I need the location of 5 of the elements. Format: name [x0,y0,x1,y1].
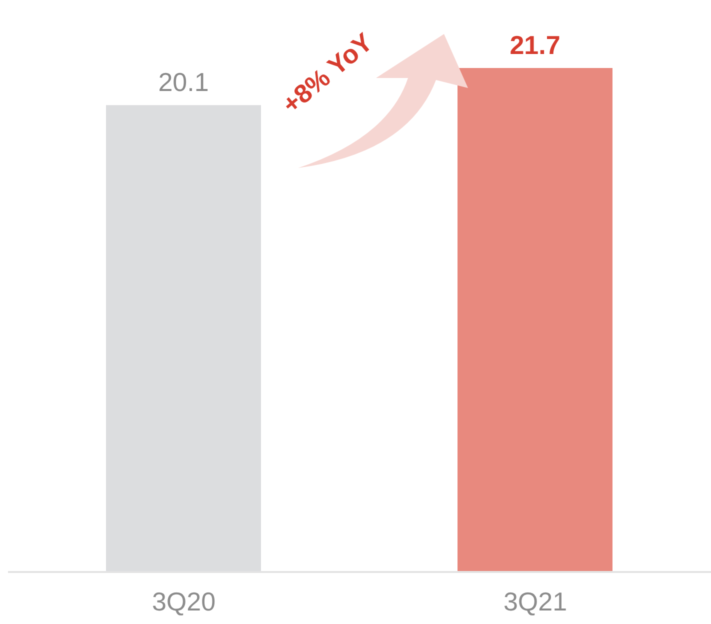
x-tick-label: 3Q21 [503,586,568,616]
data-label: 20.1 [158,67,209,98]
x-tick-label: 3Q20 [152,586,216,616]
data-label: 21.7 [510,30,560,60]
annotation: +8% YoY [276,26,378,120]
